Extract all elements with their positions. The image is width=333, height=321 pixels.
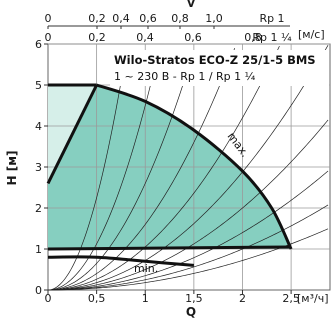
top1-tick-label-1: 0,2: [88, 12, 106, 25]
top1-tick-label-6: Rp 1: [259, 12, 284, 25]
system-curve-6: [47, 44, 329, 291]
y-tick-label-5: 5: [35, 79, 42, 92]
system-curve-5: [47, 45, 280, 291]
chart-title: Wilo-Stratos ECO-Z 25/1-5 BMS: [114, 53, 316, 67]
top-axis-unit: [м/с]: [298, 28, 325, 41]
system-curve-3: [47, 50, 195, 291]
top2-tick-label-2: 0,4: [136, 31, 154, 44]
min-curve-label: min.: [134, 262, 158, 275]
chart-subtitle: 1 ~ 230 B - Rp 1 / Rp 1 ¼: [114, 70, 256, 83]
x-tick-label-4: 2: [239, 292, 246, 305]
x-tick-label-5: 2,5: [282, 292, 300, 305]
curves-layer: [46, 83, 293, 267]
lower-limit-line: [47, 245, 292, 251]
y-tick-label-4: 4: [35, 120, 42, 133]
top2-tick-label-3: 0,6: [184, 31, 202, 44]
x-tick-label-0: 0: [45, 292, 52, 305]
top2-tick-label-5: Rp 1 ¼: [252, 31, 292, 44]
system-curves-layer: [47, 44, 329, 291]
x-tick-label-3: 1,5: [185, 292, 203, 305]
top2-tick-label-0: 0: [45, 31, 52, 44]
x-axis-label: Q: [186, 305, 196, 319]
y-tick-label-2: 2: [35, 202, 42, 215]
system-curve-2: [47, 50, 160, 291]
y-tick-label-0: 0: [35, 284, 42, 297]
top1-tick-label-2: 0,4: [112, 12, 130, 25]
top1-tick-label-0: 0: [45, 12, 52, 25]
x-tick-label-2: 1: [142, 292, 149, 305]
top2-tick-label-4: 0,8: [244, 31, 262, 44]
system-curve-8: [47, 170, 329, 291]
x-axis-unit: [м³/ч]: [297, 292, 329, 305]
system-curve-4: [47, 48, 236, 291]
system-curve-1: [47, 53, 127, 291]
y-tick-label-3: 3: [35, 161, 42, 174]
top1-tick-label-4: 0,8: [171, 12, 189, 25]
x-tick-label-1: 0,5: [88, 292, 106, 305]
min-curve: [47, 255, 194, 267]
system-curve-9: [47, 204, 329, 291]
top1-tick-label-5: 1,0: [205, 12, 223, 25]
y-tick-label-6: 6: [35, 38, 42, 51]
top1-tick-label-3: 0,6: [139, 12, 157, 25]
top-axis-label: v: [187, 0, 195, 10]
y-axis-label: H [м]: [5, 151, 19, 186]
top2-tick-label-1: 0,2: [88, 31, 106, 44]
y-tick-label-1: 1: [35, 243, 42, 256]
left-limit-line: [46, 84, 98, 185]
max-curve: [96, 83, 293, 250]
title-box: [110, 50, 329, 86]
